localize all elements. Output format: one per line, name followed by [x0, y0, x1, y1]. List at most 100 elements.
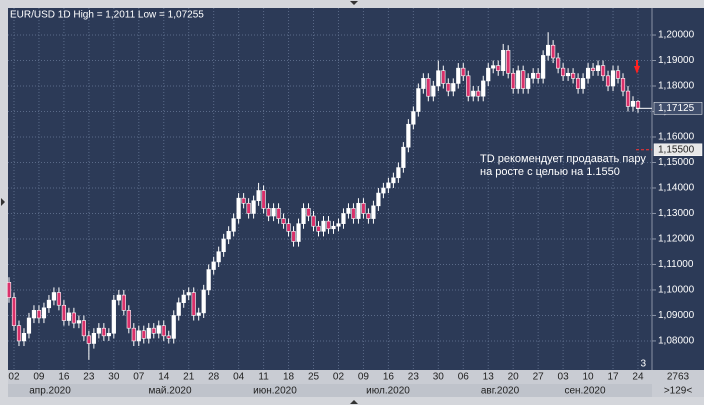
candle-body — [551, 44, 556, 59]
scroll-arrow[interactable] — [350, 400, 358, 404]
price-marker — [653, 143, 703, 156]
x-tick-label: 30 — [108, 372, 120, 383]
x-tick-label: 09 — [33, 372, 45, 383]
candle-body — [6, 282, 12, 298]
x-tick-label: 16 — [383, 372, 395, 383]
y-tick-label: 1,12000 — [658, 234, 695, 245]
x-tick-label: 10 — [583, 372, 595, 383]
candle-body — [625, 90, 631, 107]
candle-body — [556, 57, 561, 69]
candle-body — [156, 325, 161, 334]
scroll-arrow[interactable] — [350, 1, 358, 5]
candle-body — [51, 292, 57, 301]
candle-body — [610, 70, 616, 87]
candle-body — [231, 218, 236, 232]
x-tick-label: 16 — [58, 372, 70, 383]
candle-body — [516, 70, 521, 89]
candle-body — [451, 83, 456, 92]
candle-body — [595, 65, 601, 72]
candle-body — [511, 72, 516, 89]
candle-body — [461, 67, 466, 77]
candle-body — [341, 213, 346, 224]
candle-body — [371, 205, 376, 219]
candle-body — [146, 327, 151, 339]
candle-body — [486, 67, 491, 82]
candle-body — [221, 238, 226, 253]
candle-body — [501, 50, 506, 72]
x-tick-label: 11 — [258, 372, 269, 383]
x-tick-label: 20 — [508, 372, 520, 383]
candle-body — [351, 208, 356, 219]
candle-body — [96, 327, 101, 334]
candle-body — [11, 297, 17, 326]
candle-body — [266, 208, 271, 217]
candle-body — [346, 208, 351, 214]
x-tick-label: 23 — [408, 372, 420, 383]
candle-body — [471, 90, 476, 97]
candle-body — [131, 327, 136, 342]
candle-body — [491, 65, 496, 69]
candle-body — [136, 330, 141, 342]
footer-box — [652, 370, 704, 397]
candle-body — [630, 101, 636, 107]
candle-body — [456, 67, 461, 84]
candle-body — [276, 208, 281, 219]
candle-body — [21, 332, 27, 342]
candle-body — [251, 200, 256, 214]
signal-arrow — [634, 66, 640, 74]
month-label: июл.2020 — [366, 386, 410, 397]
x-tick-label: 24 — [632, 372, 644, 383]
candle-body — [16, 325, 22, 342]
candle-body — [381, 187, 386, 194]
y-tick-label: 1,18000 — [658, 81, 695, 92]
candle-body — [196, 312, 201, 316]
chart-title: EUR/USD 1D High = 1,2011 Low = 1,07255 — [10, 10, 204, 21]
candle-body — [271, 208, 276, 217]
candle-body — [46, 299, 52, 309]
candle-body — [326, 220, 331, 230]
month-label: авг.2020 — [481, 386, 520, 397]
x-tick-label: 02 — [8, 372, 20, 383]
x-tick-label: 06 — [458, 372, 470, 383]
price-marker-label: 1,17125 — [658, 103, 695, 114]
date-strip — [8, 370, 652, 384]
x-tick-label: 13 — [483, 372, 495, 383]
candle-body — [561, 67, 566, 77]
candle-body — [476, 90, 481, 97]
price-axis — [652, 8, 704, 370]
candle-body — [321, 220, 326, 232]
x-tick-label: 18 — [283, 372, 295, 383]
price-marker — [653, 102, 703, 115]
candle-body — [256, 190, 261, 202]
candle-body — [106, 332, 111, 337]
y-tick-label: 1,08000 — [658, 336, 695, 347]
candle-body — [331, 225, 336, 230]
candle-body — [36, 310, 42, 319]
annotation: на росте с целью на 1.1550 — [480, 166, 620, 178]
x-tick-label: 09 — [358, 372, 370, 383]
candle-body — [635, 101, 641, 109]
candle-body — [376, 192, 381, 207]
candle-body — [66, 312, 72, 321]
candle-body — [615, 70, 621, 79]
y-tick-label: 1,09000 — [658, 310, 695, 321]
candle-body — [111, 299, 116, 334]
scroll-arrow[interactable] — [1, 198, 5, 206]
y-tick-label: 1,11000 — [658, 259, 694, 270]
candle-body — [56, 292, 62, 306]
y-tick-label: 1,19000 — [658, 55, 695, 66]
candle-body — [496, 65, 501, 72]
candle-body — [116, 294, 121, 301]
candle-body — [570, 72, 576, 79]
candle-body — [546, 44, 551, 56]
candle-body — [181, 294, 186, 303]
candle-body — [201, 289, 206, 314]
candle-body — [91, 332, 96, 344]
candle-body — [171, 315, 176, 339]
y-tick-label: 1,14000 — [658, 183, 695, 194]
candle-body — [286, 223, 291, 232]
x-tick-label: 17 — [607, 372, 619, 383]
annotation: TD рекомендует продавать пару — [480, 153, 646, 165]
candle-body — [206, 269, 211, 291]
candle-body — [31, 310, 37, 319]
